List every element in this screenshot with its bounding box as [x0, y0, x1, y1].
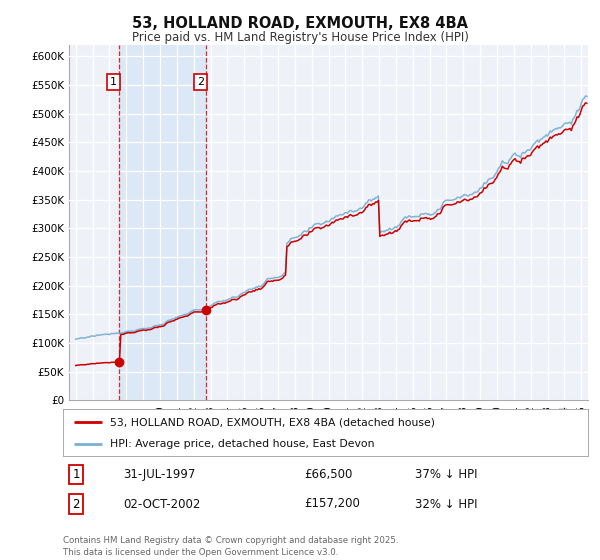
Text: 53, HOLLAND ROAD, EXMOUTH, EX8 4BA (detached house): 53, HOLLAND ROAD, EXMOUTH, EX8 4BA (deta… [110, 417, 435, 427]
Text: Price paid vs. HM Land Registry's House Price Index (HPI): Price paid vs. HM Land Registry's House … [131, 31, 469, 44]
Text: 1: 1 [73, 468, 80, 481]
Text: Contains HM Land Registry data © Crown copyright and database right 2025.
This d: Contains HM Land Registry data © Crown c… [63, 536, 398, 557]
Text: 31-JUL-1997: 31-JUL-1997 [124, 468, 196, 481]
Text: 1: 1 [110, 77, 117, 87]
Text: HPI: Average price, detached house, East Devon: HPI: Average price, detached house, East… [110, 439, 375, 449]
Text: 2: 2 [197, 77, 204, 87]
Text: 2: 2 [73, 497, 80, 511]
Bar [119, 45, 206, 400]
Text: £157,200: £157,200 [305, 497, 361, 511]
Text: 53, HOLLAND ROAD, EXMOUTH, EX8 4BA: 53, HOLLAND ROAD, EXMOUTH, EX8 4BA [132, 16, 468, 31]
Text: 37% ↓ HPI: 37% ↓ HPI [415, 468, 477, 481]
Text: £66,500: £66,500 [305, 468, 353, 481]
Text: 32% ↓ HPI: 32% ↓ HPI [415, 497, 477, 511]
Text: 02-OCT-2002: 02-OCT-2002 [124, 497, 201, 511]
